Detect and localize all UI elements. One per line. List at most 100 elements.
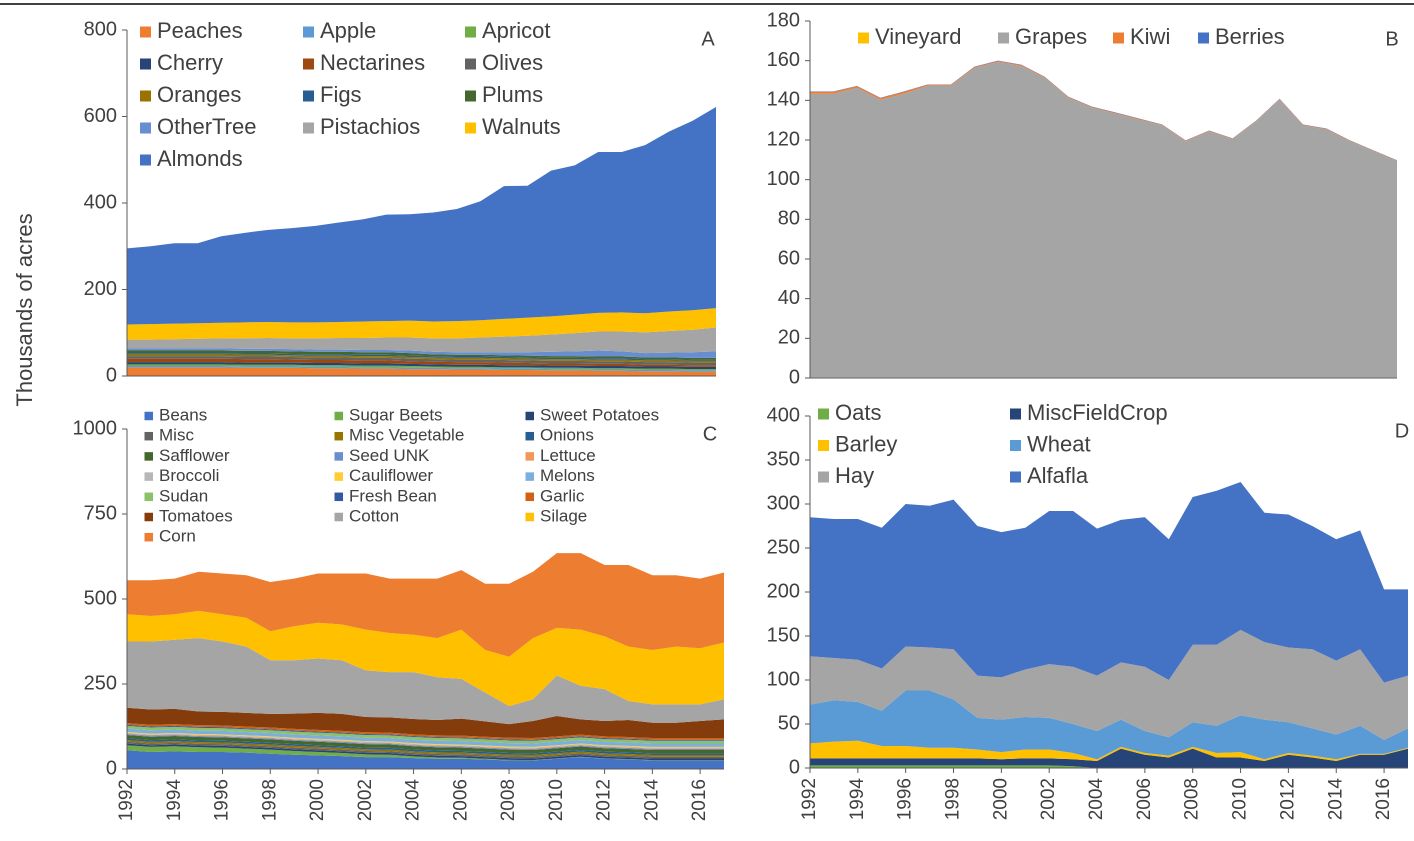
legend-label: Seed UNK (349, 446, 430, 465)
y-tick-label: 350 (767, 448, 800, 470)
legend-label: Tomatoes (159, 506, 233, 525)
legend-swatch (140, 90, 151, 102)
y-tick-label: 80 (778, 208, 800, 230)
area (127, 740, 724, 757)
legend-label: MiscFieldCrop (1027, 400, 1168, 425)
legend-swatch (140, 122, 151, 134)
legend-swatch (465, 58, 476, 70)
legend-label: Olives (482, 50, 543, 75)
y-tick-label: 120 (767, 128, 800, 150)
legend-swatch (818, 471, 829, 483)
legend-swatch (858, 32, 869, 44)
y-tick-label: 200 (767, 580, 800, 602)
area (127, 366, 716, 372)
x-tick-label: 2004 (403, 779, 424, 822)
legend-swatch (1010, 408, 1021, 420)
legend-swatch (818, 408, 829, 420)
legend-swatch (334, 431, 343, 441)
legend-label: Cotton (349, 506, 399, 525)
panel-label: C (703, 423, 717, 445)
legend-label: Sudan (159, 486, 208, 505)
legend-swatch (144, 512, 153, 522)
legend-label: Alfafla (1027, 463, 1089, 488)
x-tick-label: 2002 (355, 779, 376, 821)
area (127, 367, 716, 376)
area (127, 750, 724, 769)
y-tick-label: 0 (789, 366, 800, 388)
x-tick-label: 2010 (1230, 778, 1251, 820)
y-tick-label: 40 (778, 287, 800, 309)
legend-label: Peaches (157, 18, 243, 43)
area (127, 725, 724, 744)
x-tick-label: 1994 (847, 778, 868, 821)
legend-label: Safflower (159, 446, 230, 465)
legend-swatch (525, 512, 534, 522)
x-tick-label: 1998 (943, 778, 964, 820)
area (127, 364, 716, 371)
x-tick-label: 1998 (259, 779, 280, 821)
legend-label: Plums (482, 82, 543, 107)
area (127, 733, 724, 750)
area (810, 62, 1397, 378)
area (127, 724, 724, 741)
legend-swatch (144, 452, 153, 461)
legend-swatch (144, 472, 153, 481)
legend-swatch (303, 58, 314, 70)
legend-swatch (525, 452, 534, 461)
legend-label: Beans (159, 405, 207, 424)
legend-swatch (465, 122, 476, 134)
legend-label: Apricot (482, 18, 550, 43)
area (127, 362, 716, 370)
legend-label: Cauliflower (349, 466, 433, 485)
x-tick-label: 1994 (164, 779, 185, 822)
legend-swatch (334, 492, 343, 502)
legend-label: Walnuts (482, 114, 561, 139)
legend-swatch (465, 90, 476, 102)
legend-label: Onions (540, 426, 594, 445)
x-tick-label: 2006 (1134, 778, 1155, 820)
legend-swatch (140, 58, 151, 70)
area (810, 740, 1408, 761)
area (127, 638, 724, 725)
legend-label: Oranges (157, 82, 241, 107)
legend-label: OtherTree (157, 114, 256, 139)
area (127, 327, 716, 354)
legend-label: Sugar Beets (349, 405, 443, 424)
area (127, 743, 724, 761)
legend-swatch (334, 411, 343, 421)
legend-label: Pistachios (320, 114, 420, 139)
legend-swatch (525, 472, 534, 481)
legend-swatch (525, 492, 534, 502)
area (127, 723, 724, 740)
x-tick-label: 2004 (1086, 778, 1107, 821)
legend-swatch (998, 32, 1009, 44)
legend-swatch (334, 472, 343, 481)
area (127, 741, 724, 759)
area (127, 732, 724, 749)
y-tick-label: 400 (767, 404, 800, 426)
area (127, 358, 716, 367)
area (127, 733, 724, 749)
legend-swatch (1010, 440, 1021, 451)
y-tick-label: 200 (84, 278, 117, 300)
area (127, 308, 716, 340)
area (127, 610, 724, 707)
legend-label: Melons (540, 466, 595, 485)
area (810, 748, 1408, 768)
legend-swatch (525, 411, 534, 421)
legend-label: Corn (159, 527, 196, 546)
x-tick-label: 2006 (450, 779, 471, 821)
legend-label: Silage (540, 506, 587, 525)
y-tick-label: 140 (767, 89, 800, 111)
legend-swatch (144, 411, 153, 421)
legend-swatch (334, 512, 343, 522)
x-tick-label: 2016 (689, 779, 710, 821)
legend-swatch (1198, 32, 1209, 44)
y-tick-label: 50 (778, 712, 800, 734)
legend-label: Sweet Potatoes (540, 405, 659, 424)
area (127, 356, 716, 366)
legend-label: Oats (835, 400, 881, 425)
x-tick-label: 2008 (498, 779, 519, 821)
y-tick-label: 100 (767, 668, 800, 690)
y-tick-label: 0 (789, 756, 800, 778)
